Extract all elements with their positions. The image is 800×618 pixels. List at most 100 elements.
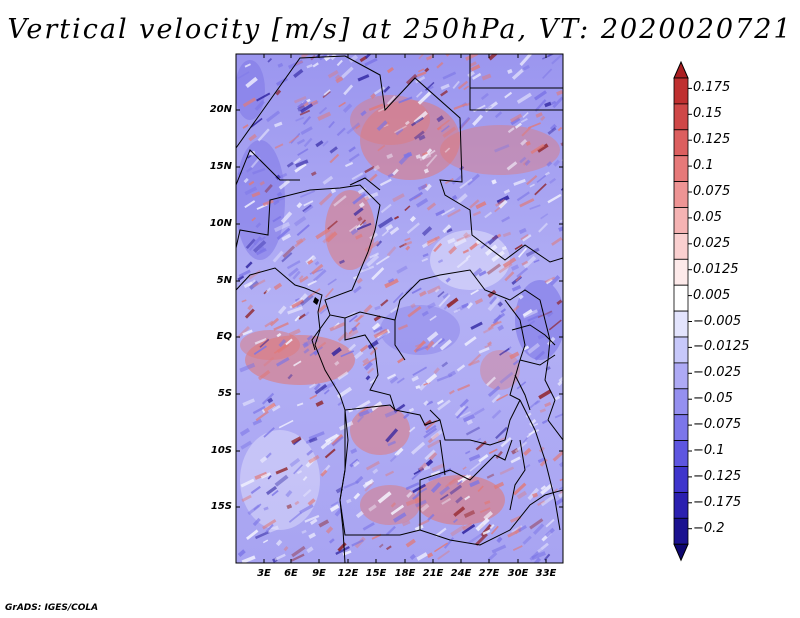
field-streak (526, 174, 538, 186)
field-streak (275, 539, 283, 547)
field-streak (288, 267, 299, 278)
field-streak (390, 502, 397, 508)
field-streak (436, 115, 444, 123)
field-streak (525, 412, 532, 418)
field-streak (486, 105, 492, 110)
field-region (480, 350, 520, 390)
field-streak (261, 392, 275, 405)
field-streak (418, 462, 428, 472)
field-streak (529, 204, 541, 210)
field-streak (300, 103, 314, 114)
field-streak (242, 124, 249, 129)
field-streak (376, 120, 388, 132)
colorbar-swatch (673, 232, 689, 260)
field-region (360, 100, 460, 180)
field-streak (264, 320, 274, 328)
field-streak (417, 184, 428, 191)
field-streak (367, 367, 375, 375)
field-streak (406, 491, 413, 498)
field-streak (345, 161, 354, 168)
lat-label: 10N (209, 218, 232, 229)
field-streak (363, 304, 373, 314)
field-streak (405, 482, 420, 491)
field-streak (255, 530, 270, 540)
field-streak (288, 135, 300, 144)
field-streak (415, 384, 421, 390)
field-streak (442, 71, 457, 80)
field-streak (313, 383, 321, 391)
field-streak (517, 525, 527, 533)
field-streak (504, 271, 515, 282)
field-streak (242, 97, 257, 108)
field-streak (297, 148, 309, 156)
field-streak (303, 348, 310, 354)
field-streak (405, 538, 416, 548)
field-streak (507, 528, 522, 538)
field-streak (288, 511, 302, 523)
field-streak (412, 483, 426, 494)
field-streak (295, 159, 309, 168)
field-streak (524, 464, 531, 469)
field-streak (356, 277, 363, 284)
field-streak (421, 310, 429, 317)
field-streak (425, 459, 434, 467)
field-streak (364, 57, 378, 67)
field-streak (365, 460, 380, 471)
field-streak (436, 61, 444, 69)
field-streak (562, 402, 563, 412)
field-streak (252, 418, 263, 426)
field-streak (535, 112, 543, 118)
field-streak (456, 480, 463, 486)
field-streak (521, 126, 532, 137)
field-streak (291, 545, 306, 558)
field-streak (378, 543, 384, 548)
field-streak (322, 175, 334, 185)
field-streak (294, 500, 300, 506)
field-streak (257, 128, 270, 142)
field-streak (394, 215, 400, 220)
field-streak (348, 225, 358, 233)
field-streak (373, 164, 381, 172)
border-line (439, 439, 446, 476)
field-streak (269, 317, 280, 327)
field-streak (329, 322, 346, 332)
velocity-field (236, 54, 563, 563)
field-streak (315, 140, 324, 148)
field-streak (308, 255, 314, 262)
field-streak (459, 398, 469, 408)
field-streak (286, 260, 301, 270)
colorbar-level: −0.075 (693, 417, 742, 433)
field-streak (494, 144, 510, 153)
field-streak (390, 504, 405, 516)
colorbar-level: 0.175 (693, 80, 731, 96)
colorbar-swatch (673, 284, 689, 312)
field-streak (418, 134, 426, 141)
field-streak (437, 399, 451, 411)
field-streak (448, 389, 455, 395)
field-streak (340, 350, 355, 358)
field-streak (333, 195, 347, 207)
field-streak (307, 280, 317, 287)
field-streak (360, 110, 367, 117)
field-streak (298, 101, 309, 109)
colorbar-level: −0.125 (693, 468, 742, 484)
field-streak (446, 297, 459, 308)
field-streak (346, 498, 352, 504)
field-streak (411, 441, 426, 455)
island-bioko (313, 297, 319, 305)
field-streak (306, 546, 314, 554)
field-streak (544, 171, 550, 176)
field-streak (514, 122, 522, 129)
field-streak (387, 440, 397, 447)
field-streak (320, 469, 328, 477)
field-streak (408, 407, 415, 413)
field-streak (291, 436, 302, 445)
field-streak (351, 326, 358, 332)
field-streak (309, 346, 323, 357)
field-streak (410, 303, 416, 309)
field-streak (438, 294, 451, 308)
colorbar-swatch (673, 103, 689, 131)
field-streak (355, 399, 371, 411)
field-streak (472, 210, 482, 217)
field-streak (519, 156, 527, 164)
